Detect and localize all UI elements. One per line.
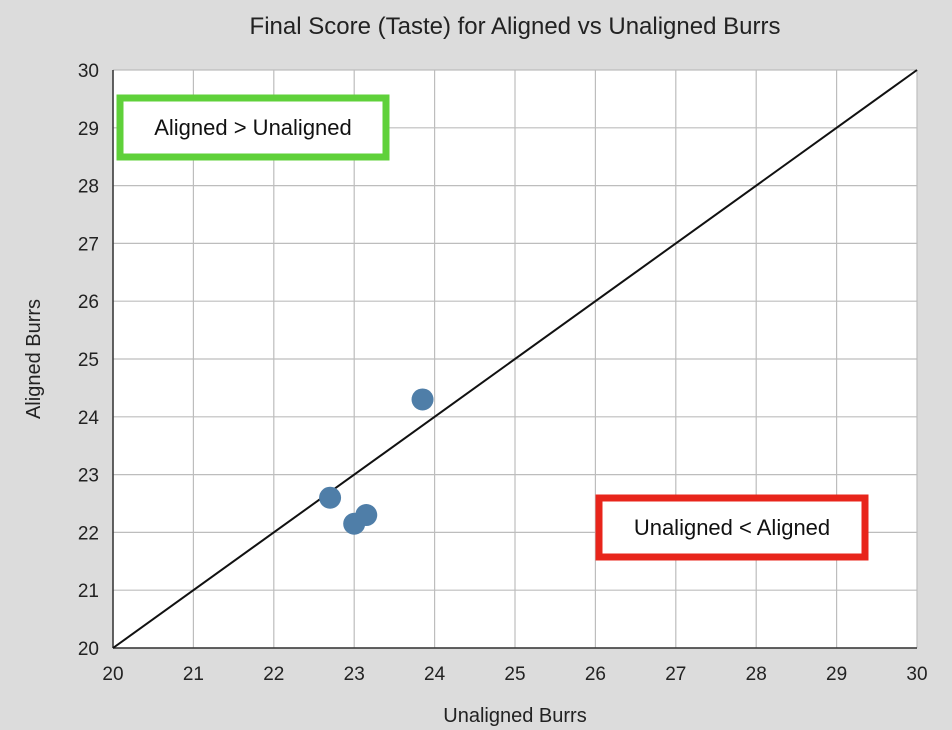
x-axis-label: Unaligned Burrs [443,705,586,727]
y-tick-label: 27 [78,234,99,255]
x-tick-label: 24 [424,664,446,685]
y-tick-label: 29 [78,119,99,140]
grid-lines [112,69,918,649]
x-tick-label: 28 [746,664,767,685]
x-tick-label: 23 [344,664,365,685]
annotation-aligned-greater: Aligned > Unaligned [116,94,390,161]
annotation-unaligned-less: Unaligned < Aligned [595,494,869,561]
reference-line-group [112,69,918,649]
y-tick-label: 23 [78,466,99,487]
y-tick-label: 30 [78,61,99,82]
x-tick-label: 30 [906,664,927,685]
y-tick-label: 20 [78,639,99,660]
y-tick-label: 21 [78,581,99,602]
y-tick-label: 28 [78,177,99,198]
data-point [355,504,378,527]
annotation-box [116,94,390,161]
x-tick-label: 20 [102,664,123,685]
annotation-label: Unaligned < Aligned [634,515,830,540]
x-tick-label: 27 [665,664,686,685]
x-tick-label: 21 [183,664,204,685]
data-point [319,486,342,509]
y-tick-label: 22 [78,523,99,544]
reference-line [112,69,918,649]
y-tick-label: 25 [78,350,99,371]
y-tick-label: 24 [78,408,100,429]
x-tick-label: 26 [585,664,606,685]
y-axis-label: Aligned Burrs [23,299,45,419]
data-point [411,388,434,411]
x-tick-label: 25 [504,664,525,685]
y-tick-labels: 20 21 22 23 24 25 26 27 28 29 30 [78,61,100,660]
x-tick-label: 29 [826,664,847,685]
chart-title: Final Score (Taste) for Aligned vs Unali… [250,13,781,40]
x-tick-labels: 20 21 22 23 24 25 26 27 28 29 30 [102,664,927,685]
data-points [319,388,434,535]
x-tick-label: 22 [263,664,284,685]
annotation-box [595,494,869,561]
y-tick-label: 26 [78,292,99,313]
annotation-label: Aligned > Unaligned [154,115,352,140]
